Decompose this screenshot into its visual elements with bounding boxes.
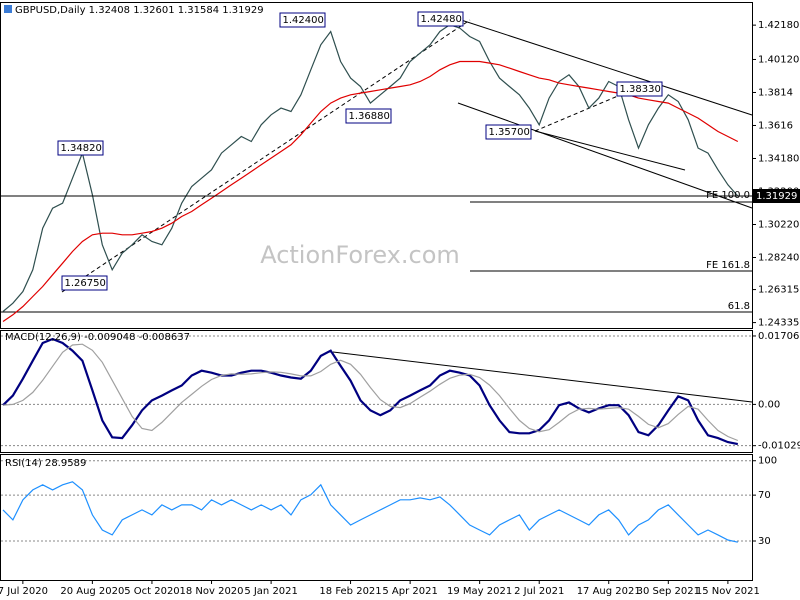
annotation-box (616, 81, 663, 97)
trendline (534, 92, 626, 132)
x-tick-label: 7 Jul 2020 (0, 586, 48, 597)
series-line (2, 337, 739, 446)
x-tick-label: 5 Oct 2020 (124, 586, 179, 597)
annotation-box (61, 275, 108, 291)
y-tick-label: 100 (758, 456, 777, 467)
annotation: 1.26750 (65, 278, 106, 289)
series-line (2, 343, 739, 442)
annotation: 1.34820 (61, 143, 102, 154)
y-tick-label: 1.3616 (758, 120, 793, 131)
drawing-layer (0, 2, 753, 581)
channel-bottom (457, 102, 753, 209)
x-tick-label: 5 Apr 2021 (382, 586, 437, 597)
annotation-box (279, 12, 326, 28)
y-tick-label: 1.3814 (758, 87, 793, 98)
fib-label: 61.8 (728, 301, 750, 312)
fib-label: FE 100.0 (706, 190, 750, 201)
channel-top (454, 17, 753, 116)
price-panel-frame (0, 2, 753, 329)
y-tick-label: 70 (758, 490, 771, 501)
rsi-panel-frame (0, 454, 753, 581)
annotation-box (57, 140, 104, 156)
series-line (2, 24, 739, 312)
x-tick-label: 19 May 2021 (447, 586, 512, 597)
x-tick-label: 30 Sep 2021 (637, 586, 700, 597)
y-tick-label: 1.24335 (758, 318, 799, 329)
x-tick-label: 17 Aug 2021 (577, 586, 641, 597)
x-tick-label: 15 Nov 2021 (696, 586, 760, 597)
macd-trendline (332, 351, 753, 403)
y-tick-label: 1.42180 (758, 20, 799, 31)
y-tick-label: 30 (758, 536, 771, 547)
x-tick-label: 2 Jul 2021 (514, 586, 564, 597)
x-tick-label: 18 Nov 2020 (179, 586, 243, 597)
x-tick-label: 18 Feb 2021 (319, 586, 381, 597)
trendline (534, 130, 686, 171)
y-tick-label: 0.00 (758, 399, 780, 410)
y-tick-label: 1.28240 (758, 252, 799, 263)
symbol-icon (4, 5, 12, 13)
price-title: GBPUSD,Daily 1.32408 1.32601 1.31584 1.3… (15, 5, 264, 16)
y-tick-label: 0.017061 (758, 331, 800, 342)
y-tick-label: 1.26315 (758, 285, 799, 296)
y-tick-label: 1.32200 (758, 186, 799, 197)
annotation-box (485, 124, 532, 140)
last-price-label: 1.31929 (756, 191, 797, 202)
trendline (61, 19, 471, 293)
watermark: ActionForex.com (260, 241, 460, 269)
annotation-box (417, 11, 464, 27)
annotation-box (345, 108, 392, 124)
annotation: 1.35700 (489, 127, 530, 138)
annotation: 1.42480 (421, 14, 462, 25)
macd-title: MACD(12,26,9) -0.009048 -0.008637 (5, 332, 190, 343)
rsi-title: RSI(14) 28.9589 (5, 458, 86, 469)
x-tick-label: 20 Aug 2020 (60, 586, 124, 597)
annotation: 1.36880 (349, 111, 390, 122)
y-tick-label: 1.30220 (758, 219, 799, 230)
x-tick-label: 5 Jan 2021 (244, 586, 298, 597)
series-line (2, 60, 739, 322)
annotation: 1.38330 (620, 84, 661, 95)
series-line (2, 481, 738, 543)
annotation: 1.42400 (283, 15, 324, 26)
last-price-box (752, 189, 800, 204)
y-tick-label: 1.34180 (758, 153, 799, 164)
y-tick-label: 1.40120 (758, 54, 799, 65)
fib-label: FE 161.8 (706, 260, 750, 271)
macd-panel-frame (0, 330, 753, 453)
